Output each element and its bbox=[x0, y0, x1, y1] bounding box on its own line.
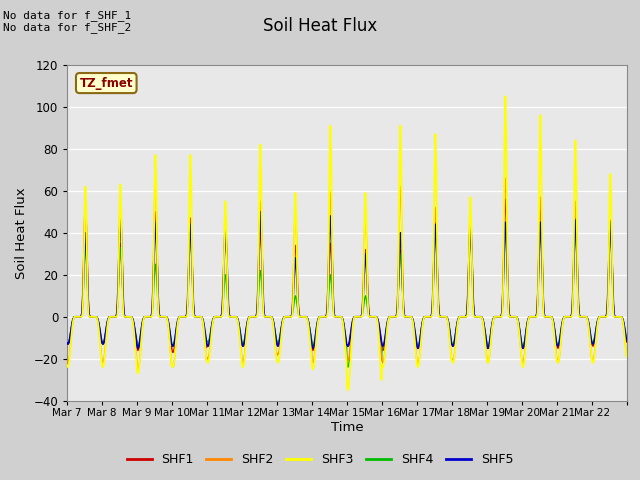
SHF2 bbox=[232, 314, 240, 320]
SHF5 bbox=[129, 316, 137, 322]
SHF5 bbox=[406, 314, 413, 320]
SHF3 bbox=[502, 94, 509, 99]
SHF2 bbox=[502, 175, 509, 181]
SHF2 bbox=[436, 314, 444, 320]
Y-axis label: Soil Heat Flux: Soil Heat Flux bbox=[15, 187, 28, 278]
SHF2 bbox=[405, 314, 413, 320]
SHF4 bbox=[281, 314, 289, 320]
SHF3 bbox=[259, 310, 267, 316]
Text: No data for f_SHF_1: No data for f_SHF_1 bbox=[3, 10, 131, 21]
SHF3 bbox=[63, 362, 71, 368]
Text: No data for f_SHF_2: No data for f_SHF_2 bbox=[3, 22, 131, 33]
SHF2 bbox=[623, 352, 630, 358]
SHF2 bbox=[260, 311, 268, 316]
SHF5 bbox=[437, 314, 445, 320]
SHF2 bbox=[129, 318, 137, 324]
SHF3 bbox=[232, 314, 239, 320]
SHF4 bbox=[623, 336, 630, 341]
SHF4 bbox=[436, 314, 444, 320]
SHF5 bbox=[232, 314, 240, 320]
SHF5 bbox=[623, 337, 630, 343]
Text: TZ_fmet: TZ_fmet bbox=[79, 76, 133, 90]
SHF2 bbox=[134, 369, 142, 374]
SHF1 bbox=[502, 196, 509, 202]
Line: SHF2: SHF2 bbox=[67, 178, 627, 372]
SHF3 bbox=[405, 314, 413, 320]
SHF1 bbox=[623, 339, 630, 345]
SHF1 bbox=[260, 312, 268, 317]
SHF5 bbox=[261, 314, 269, 320]
SHF4 bbox=[344, 364, 352, 370]
SHF1 bbox=[63, 340, 71, 346]
SHF5 bbox=[134, 346, 142, 351]
SHF4 bbox=[405, 314, 413, 320]
SHF2 bbox=[63, 359, 71, 364]
SHF1 bbox=[436, 314, 444, 320]
SHF3 bbox=[129, 319, 137, 324]
Line: SHF5: SHF5 bbox=[67, 212, 627, 348]
SHF1 bbox=[282, 314, 289, 320]
SHF1 bbox=[129, 316, 137, 322]
SHF4 bbox=[63, 340, 71, 346]
SHF1 bbox=[405, 314, 413, 320]
SHF4 bbox=[259, 308, 267, 313]
Line: SHF1: SHF1 bbox=[67, 199, 627, 352]
SHF3 bbox=[281, 314, 289, 320]
SHF3 bbox=[623, 354, 630, 360]
X-axis label: Time: Time bbox=[331, 420, 364, 433]
Text: Soil Heat Flux: Soil Heat Flux bbox=[263, 17, 377, 35]
Line: SHF3: SHF3 bbox=[67, 96, 627, 390]
Line: SHF4: SHF4 bbox=[67, 225, 627, 367]
Legend: SHF1, SHF2, SHF3, SHF4, SHF5: SHF1, SHF2, SHF3, SHF4, SHF5 bbox=[122, 448, 518, 471]
SHF2 bbox=[282, 314, 289, 320]
SHF4 bbox=[129, 316, 137, 322]
SHF1 bbox=[169, 349, 177, 355]
SHF4 bbox=[502, 222, 509, 228]
SHF5 bbox=[257, 209, 264, 215]
SHF1 bbox=[232, 314, 240, 320]
SHF3 bbox=[436, 314, 444, 320]
SHF5 bbox=[282, 314, 290, 320]
SHF5 bbox=[63, 340, 71, 346]
SHF3 bbox=[344, 387, 352, 393]
SHF4 bbox=[232, 314, 239, 320]
